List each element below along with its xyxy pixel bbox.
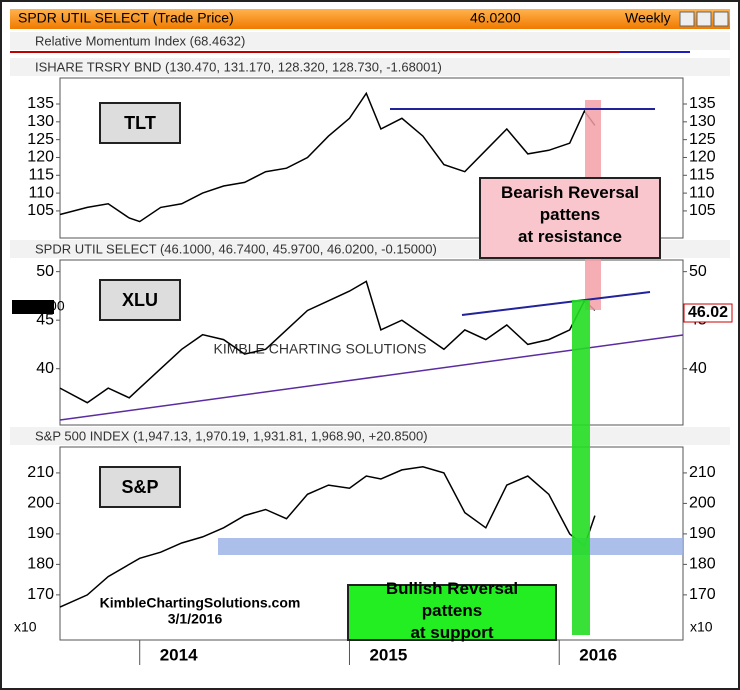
panel-label: TLT bbox=[124, 113, 156, 133]
support-band bbox=[218, 538, 683, 555]
y-tick-label-right: 180 bbox=[689, 556, 716, 573]
window-buttons[interactable] bbox=[679, 11, 729, 27]
price-tag-box bbox=[683, 303, 733, 323]
bullish-note-box bbox=[347, 584, 557, 641]
panel-header bbox=[10, 427, 730, 445]
y-tick-label: 110 bbox=[28, 184, 54, 201]
scale-note-right: x10 bbox=[690, 619, 713, 635]
xlu-resistance bbox=[461, 291, 651, 316]
rmi-panel bbox=[10, 32, 730, 50]
y-tick-label-right: 210 bbox=[689, 464, 716, 481]
x-tick-label: 2015 bbox=[369, 645, 407, 664]
y-tick-label: 40 bbox=[36, 360, 54, 377]
y-tick-label: 200 bbox=[27, 495, 54, 512]
bullish-note: Bullish Reversal pattens at support bbox=[386, 579, 518, 642]
title-bar bbox=[10, 9, 730, 29]
site: KimbleChartingSolutions.com bbox=[100, 595, 301, 611]
bearish-note-box bbox=[479, 177, 661, 259]
y-tick-label-right: 170 bbox=[689, 586, 716, 603]
y-tick-label: 210 bbox=[27, 464, 54, 481]
y-tick-label: 190 bbox=[27, 525, 54, 542]
y-tick-label: 180 bbox=[27, 556, 54, 573]
window-interval: Weekly bbox=[625, 10, 671, 26]
window-title: SPDR UTIL SELECT (Trade Price) bbox=[18, 10, 234, 26]
panel-label-box bbox=[99, 102, 181, 144]
panel-header-text: SPDR UTIL SELECT (46.1000, 46.7400, 45.9… bbox=[35, 241, 437, 256]
y-tick-label: 115 bbox=[28, 167, 54, 184]
panel-label-box bbox=[99, 279, 181, 321]
y-tick-label-right: 130 bbox=[689, 113, 716, 130]
price-tag: 46.02 bbox=[688, 304, 728, 321]
watermark: KIMBLE CHARTING SOLUTIONS bbox=[214, 341, 427, 357]
y-tick-label: 125 bbox=[27, 131, 54, 148]
y-tick-label-right: 50 bbox=[689, 263, 707, 280]
left-price-box bbox=[12, 300, 54, 314]
y-tick-label: 45 bbox=[36, 311, 54, 328]
panel-header-text: ISHARE TRSRY BND (130.470, 131.170, 128.… bbox=[35, 59, 442, 74]
y-tick-label-right: 125 bbox=[689, 131, 716, 148]
panel-label: S&P bbox=[121, 477, 158, 497]
y-tick-label-right: 105 bbox=[689, 202, 716, 219]
window-price: 46.0200 bbox=[470, 10, 521, 26]
y-tick-label-right: 40 bbox=[689, 360, 707, 377]
panel-label: XLU bbox=[122, 290, 158, 310]
price-line bbox=[59, 280, 596, 404]
panel-header bbox=[10, 58, 730, 76]
left-price: 46.0200 bbox=[14, 298, 65, 314]
y-tick-label-right: 135 bbox=[689, 95, 716, 112]
date: 3/1/2016 bbox=[168, 611, 223, 627]
y-tick-label: 135 bbox=[27, 95, 54, 112]
panel-header-text: S&P 500 INDEX (1,947.13, 1,970.19, 1,931… bbox=[35, 428, 428, 443]
reversal-band bbox=[572, 300, 590, 635]
y-tick-label: 170 bbox=[27, 586, 54, 603]
y-tick-label: 120 bbox=[27, 149, 54, 166]
y-tick-label-right: 110 bbox=[689, 184, 715, 201]
y-tick-label: 50 bbox=[36, 263, 54, 280]
x-tick-label: 2014 bbox=[160, 645, 198, 664]
y-tick-label-right: 190 bbox=[689, 525, 716, 542]
scale-note: x10 bbox=[14, 619, 37, 635]
y-tick-label-right: 200 bbox=[689, 495, 716, 512]
y-tick-label-right: 120 bbox=[689, 149, 716, 166]
panel-label-box bbox=[99, 466, 181, 508]
bearish-note: Bearish Reversal pattens at resistance bbox=[501, 183, 639, 246]
y-tick-label: 130 bbox=[27, 113, 54, 130]
rmi-label: Relative Momentum Index (68.4632) bbox=[35, 33, 245, 48]
price-line bbox=[59, 91, 596, 223]
y-tick-label-right: 115 bbox=[689, 167, 715, 184]
x-tick-label: 2016 bbox=[579, 645, 617, 664]
y-tick-label: 105 bbox=[27, 202, 54, 219]
price-line bbox=[59, 466, 596, 608]
